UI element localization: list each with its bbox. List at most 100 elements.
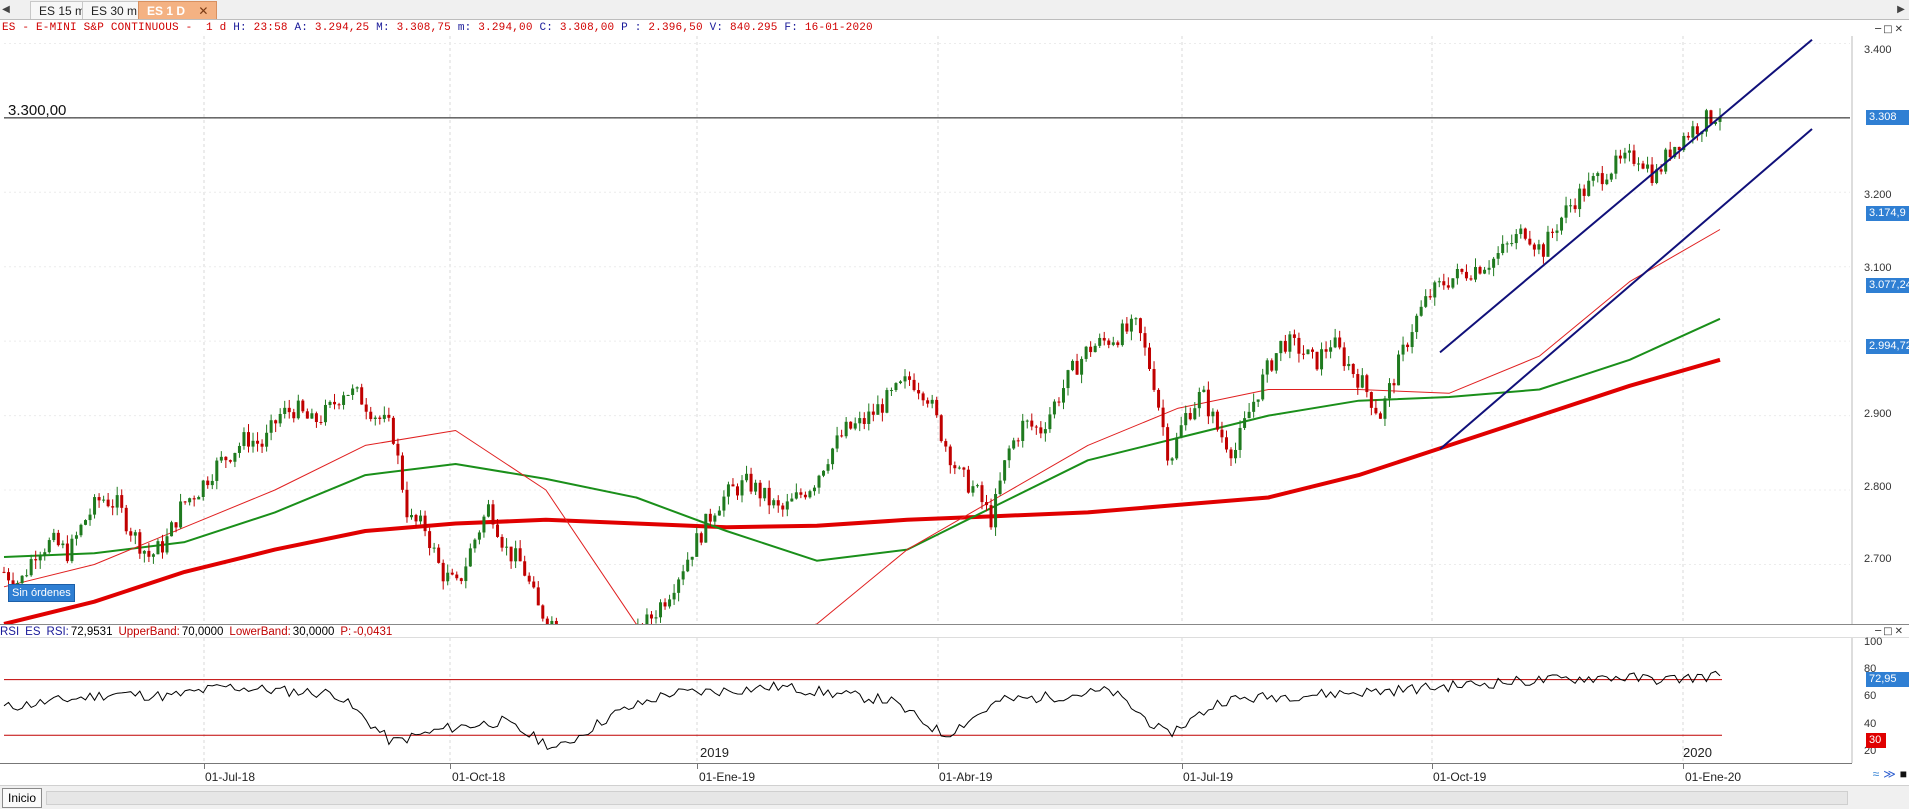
candle-body (1460, 268, 1464, 272)
candle-body (518, 548, 522, 562)
candle-body (1682, 135, 1686, 151)
candle-body (120, 495, 124, 508)
candle-body (1025, 420, 1029, 422)
p-label: P: (340, 626, 352, 638)
candle-body (1464, 271, 1468, 279)
candle-body (686, 559, 690, 572)
candle-body (781, 505, 785, 510)
maximize-icon[interactable]: □ (1883, 626, 1895, 637)
candle-body (1021, 420, 1025, 441)
horizontal-scrollbar[interactable] (46, 791, 1848, 805)
candle-body (224, 456, 228, 461)
candle-body (1360, 375, 1364, 388)
candle-body (56, 532, 60, 546)
price-tick: 3.200 (1864, 189, 1892, 201)
candle-body (328, 401, 332, 405)
candle-body (1188, 413, 1192, 420)
rsi-header: RSI ES RSI: 72,9531 UpperBand: 70,0000 LowerBa… (0, 624, 1909, 638)
tab-es-30m[interactable]: ES 30 m (82, 1, 147, 19)
candle-body (957, 467, 961, 469)
candle-body (799, 492, 803, 495)
candle-body (645, 614, 649, 624)
candle-body (188, 498, 192, 503)
candle-body (437, 547, 441, 563)
candle-body (889, 390, 893, 392)
candle-body (1311, 349, 1315, 352)
candle-body (1655, 169, 1659, 183)
candle-body (133, 532, 137, 536)
gap-icon[interactable]: ≫ (1883, 767, 1896, 781)
candle-body (242, 432, 246, 446)
candle-body (414, 515, 418, 522)
close-icon[interactable]: ✕ (198, 4, 209, 18)
candle-body (1609, 173, 1613, 180)
candle-body (1668, 149, 1672, 158)
tab-es-1d[interactable]: ES 1 D ✕ (138, 1, 218, 19)
mm-label: m: (457, 22, 472, 34)
candle-body (1116, 342, 1120, 346)
rsi-chart[interactable] (0, 638, 1909, 763)
candle-body (1306, 349, 1310, 355)
candle-body (1550, 231, 1554, 233)
minimize-icon[interactable]: ─ (1875, 24, 1884, 35)
candle-body (1161, 407, 1165, 428)
candle-body (74, 535, 78, 539)
candle-body (1270, 360, 1274, 371)
candle-body (1677, 146, 1681, 151)
candle-body (1704, 110, 1708, 132)
tab-es-15m[interactable]: ES 15 m (30, 1, 95, 19)
candle-body (767, 487, 771, 506)
candle-body (1582, 188, 1586, 196)
orders-badge[interactable]: Sin órdenes (8, 584, 75, 602)
candle-body (1496, 253, 1500, 259)
h-label: H: (233, 22, 247, 34)
candle-body (391, 417, 395, 444)
year-label-2019: 2019 (700, 745, 729, 760)
rsi-symbol: ES (25, 626, 41, 638)
candle-body (351, 388, 355, 395)
minimize-icon[interactable]: ─ (1875, 626, 1884, 637)
candle-body (1406, 344, 1410, 348)
price-chart[interactable] (0, 36, 1909, 624)
candle-body (776, 500, 780, 506)
arrow-left-icon[interactable]: ◀ (2, 4, 10, 15)
candle-body (360, 387, 364, 405)
candle-body (921, 393, 925, 401)
candle-body (1224, 437, 1228, 450)
close-icon[interactable]: ✕ (1894, 626, 1905, 637)
candle-body (1243, 418, 1247, 428)
candle-body (790, 498, 794, 502)
candle-body (455, 574, 459, 579)
channel-upper-line (1439, 38, 1813, 354)
candle-body (917, 390, 921, 394)
candle-body (106, 499, 110, 507)
candle-body (1261, 374, 1265, 400)
candle-body (1569, 205, 1573, 207)
candle-body (1637, 163, 1641, 165)
candle-body (1369, 392, 1373, 408)
candle-body (1523, 228, 1527, 239)
candle-body (34, 559, 38, 561)
candle-body (1111, 342, 1115, 345)
close-icon[interactable]: ✕ (1894, 24, 1905, 35)
candle-body (545, 618, 549, 624)
candle-body (1274, 353, 1278, 371)
candle-body (817, 475, 821, 488)
candle-body (1528, 238, 1532, 245)
candle-body (722, 496, 726, 511)
start-button[interactable]: Inicio (2, 788, 43, 808)
maximize-icon[interactable]: □ (1883, 24, 1895, 35)
candle-body (491, 504, 495, 525)
candle-body (994, 494, 998, 528)
candle-body (88, 514, 92, 521)
candle-body (459, 578, 463, 582)
candle-body (364, 404, 368, 412)
candle-body (1066, 370, 1070, 389)
candle-body (1614, 155, 1618, 174)
square-icon[interactable]: ■ (1899, 767, 1907, 781)
candle-body (1564, 205, 1568, 218)
time-axis[interactable]: 01-Jul-18 01-Oct-18 01-Ene-19 01-Abr-19 … (0, 763, 1852, 786)
zoom-fit-icon[interactable]: ≈ (1872, 767, 1880, 781)
rsi-tick: 60 (1864, 690, 1877, 702)
arrow-right-icon[interactable]: ▶ (1897, 4, 1905, 15)
